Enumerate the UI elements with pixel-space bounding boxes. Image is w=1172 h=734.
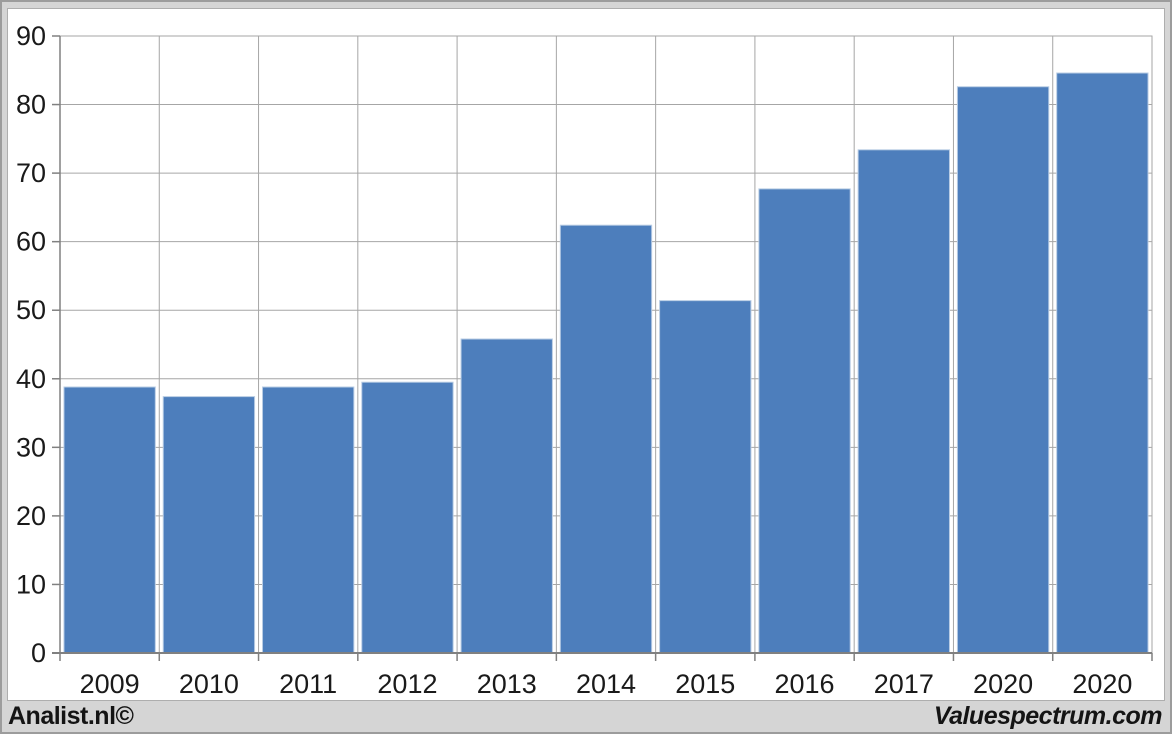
bar-2015-6 xyxy=(659,300,752,654)
y-tick-label: 40 xyxy=(16,364,46,394)
valuespectrum-credit: Valuespectrum.com xyxy=(933,702,1163,730)
footer-bar: Analist.nl© Valuespectrum.com xyxy=(2,701,1170,734)
x-tick-label: 2013 xyxy=(477,669,537,699)
y-tick-label: 50 xyxy=(16,295,46,325)
bar-2012-3 xyxy=(361,381,454,654)
bars xyxy=(63,72,1149,654)
chart-panel: 0 10 20 30 40 50 60 70 80 90 2009 2010 2011 2012 2013 2… xyxy=(7,8,1165,701)
y-tick-label: 30 xyxy=(16,432,46,462)
analist-credit: Analist.nl© xyxy=(8,702,134,730)
y-tick-label: 80 xyxy=(16,90,46,120)
x-tick-label: 2010 xyxy=(179,669,239,699)
bar-2009-0 xyxy=(63,386,156,654)
x-tick-label: 2009 xyxy=(80,669,140,699)
bar-2013-4 xyxy=(460,338,553,654)
y-axis-labels: 0 10 20 30 40 50 60 70 80 90 xyxy=(16,21,46,668)
bar-2016-7 xyxy=(758,188,851,654)
bar-2011-2 xyxy=(262,386,355,654)
axes xyxy=(52,35,1153,654)
tick-marks xyxy=(52,35,1153,661)
bar-2010-1 xyxy=(162,396,256,654)
x-tick-label: 2012 xyxy=(377,669,437,699)
bar-2017-8 xyxy=(857,149,950,654)
y-tick-label: 20 xyxy=(16,501,46,531)
x-tick-label: 2014 xyxy=(576,669,636,699)
bar-2020-10 xyxy=(1056,72,1149,654)
bar-2020-9 xyxy=(956,86,1050,654)
x-tick-label: 2016 xyxy=(775,669,835,699)
y-tick-label: 10 xyxy=(16,569,46,599)
y-tick-label: 90 xyxy=(16,21,46,51)
y-tick-label: 0 xyxy=(31,638,46,668)
bar-2014-5 xyxy=(559,224,653,654)
x-tick-label: 2020 xyxy=(973,669,1033,699)
x-tick-label: 2015 xyxy=(675,669,735,699)
x-tick-label: 2011 xyxy=(279,669,337,699)
x-axis-labels: 2009 2010 2011 2012 2013 2014 2015 2016 2017 2020… xyxy=(80,669,1133,699)
y-tick-label: 60 xyxy=(16,227,46,257)
y-tick-label: 70 xyxy=(16,158,46,188)
x-tick-label: 2017 xyxy=(874,669,934,699)
x-tick-label: 2020 xyxy=(1072,669,1132,699)
